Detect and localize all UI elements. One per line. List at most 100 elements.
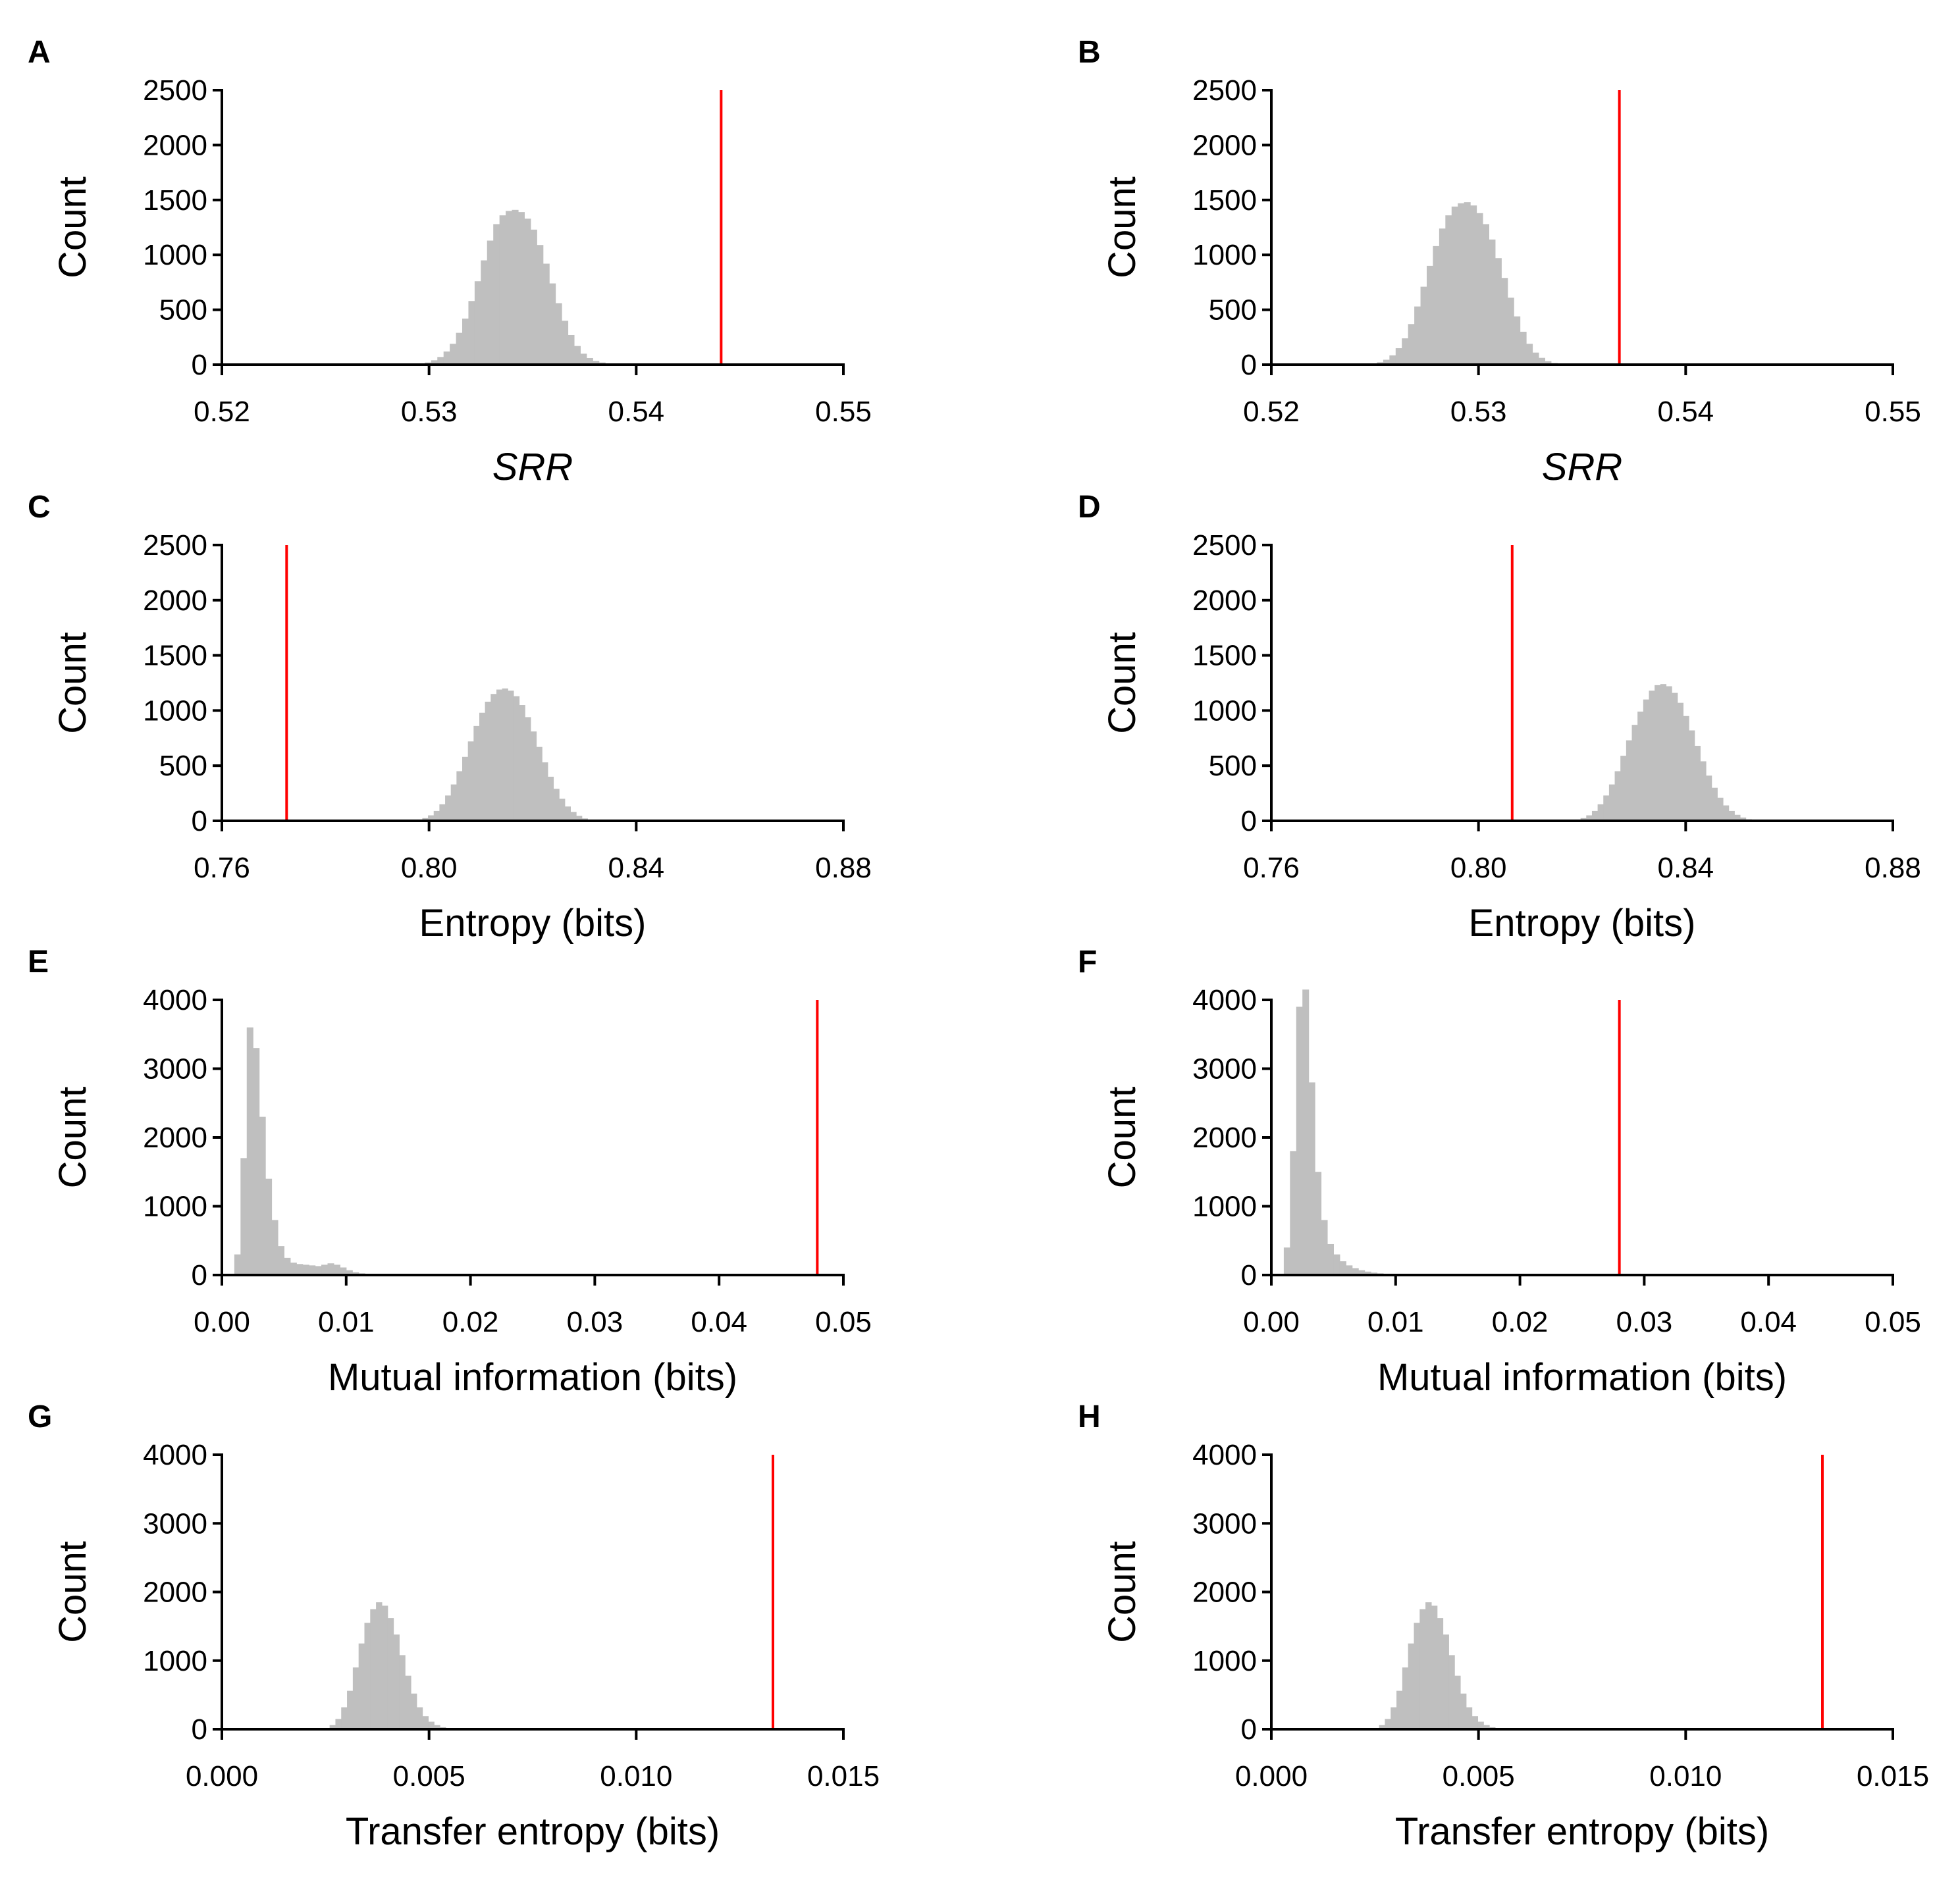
panel-d-bar [1620,756,1627,821]
panel-c-bar [456,771,463,821]
panel-h-bar [1443,1634,1449,1729]
panel-b-bar [1489,239,1496,365]
panel-d-bar [1597,804,1604,821]
panel-g-bar [422,1716,429,1729]
panel-h-bar [1471,1716,1479,1729]
panel-g-bar [399,1655,406,1729]
panel-f-bar [1296,1006,1303,1275]
panel-h-xtick-label: 0.005 [1443,1760,1515,1792]
panel-g-bar [410,1693,417,1729]
panel-d-histogram [1569,684,1752,821]
panel-e-bar [259,1116,266,1275]
panel-e: E 0 1000 2000 3000 4000 0.00 0.01 0.02 0.03 0.04 0.… [28,945,872,1399]
panel-b-ytick-label: 2000 [1192,129,1257,161]
panel-f: F 0 1000 2000 3000 4000 0.00 0.01 0.02 0.03 0.04 0.… [1078,945,1921,1399]
panel-g-x-title: Transfer entropy (bits) [346,1810,720,1853]
panel-f-histogram [1283,989,1402,1275]
panel-d-x-title: Entropy (bits) [1469,902,1696,945]
panel-e-bar [352,1272,359,1275]
panel-b-bar [1495,258,1502,365]
panel-g-ytick-label: 1000 [143,1645,207,1677]
panel-h-x-title: Transfer entropy (bits) [1395,1810,1769,1853]
panel-b-bar [1458,203,1465,365]
panel-f-bar [1308,1082,1315,1275]
panel-c-bar [479,712,486,821]
panel-f-y-title: Count [1101,1087,1144,1189]
panel-g-bar [329,1725,336,1729]
panel-h-bar [1483,1725,1490,1729]
panel-f-ytick-label: 0 [1241,1259,1257,1291]
panel-c-bar [450,784,457,821]
panel-e-ytick-label: 0 [192,1259,207,1291]
panel-f-bar [1352,1268,1359,1275]
panel-g-xtick-label: 0.000 [186,1760,258,1792]
panel-c-bar [473,725,480,821]
panel-b-bar [1433,246,1440,365]
panel-c-bar [547,776,554,821]
panel-c-xtick-label: 0.84 [608,852,665,884]
panel-c-ytick-label: 1000 [143,694,207,727]
panel-b-bar [1439,228,1446,365]
panel-e-letter: E [28,945,49,979]
panel-d-bar [1660,684,1667,821]
panel-c-bar [467,741,474,821]
panel-e-ytick-label: 1000 [143,1191,207,1223]
panel-c-y-title: Count [51,632,94,734]
panel-b-bar [1408,324,1415,365]
panel-b-bar [1476,213,1483,365]
panel-h-bar [1460,1693,1467,1729]
panel-g-bar [358,1643,365,1729]
panel-h-ytick-label: 2000 [1192,1577,1257,1609]
panel-e-xtick-label: 0.00 [194,1306,250,1338]
panel-f-bar [1358,1270,1365,1275]
panel-b-xtick-label: 0.52 [1243,396,1300,428]
panel-g-bar [393,1634,400,1729]
panel-c-bar [428,815,435,821]
panel-h-ytick-label: 4000 [1192,1439,1257,1471]
panel-b-bar [1427,265,1434,365]
panel-b-bar [1532,352,1539,365]
panel-c-bar [508,691,514,821]
panel-c-bar [559,798,566,821]
panel-d-ytick-label: 1500 [1192,640,1257,672]
panel-f-xtick-label: 0.01 [1367,1306,1424,1338]
panel-b-ytick-label: 1500 [1192,184,1257,217]
panel-a-bar [543,263,550,365]
panel-d-xtick-label: 0.84 [1658,852,1714,884]
panel-e-xtick-label: 0.02 [442,1306,499,1338]
panel-h-bar [1414,1623,1420,1729]
panel-d-bar [1591,810,1599,821]
panel-b-bar [1445,215,1452,365]
panel-e-xtick-label: 0.03 [567,1306,623,1338]
panel-a-y-title: Count [51,176,94,278]
panel-g-ytick-label: 3000 [143,1507,207,1540]
panel-d-bar [1683,716,1689,821]
panel-c-bar [536,746,543,821]
panel-c-bar [422,818,429,821]
panel-h-ytick-label: 3000 [1192,1507,1257,1540]
panel-e-histogram [234,1027,384,1275]
panel-e-bar [234,1254,241,1275]
panel-b-bar [1501,278,1508,365]
panel-g-bar [416,1707,423,1729]
panel-b-bar [1389,355,1396,365]
panel-e-x-title: Mutual information (bits) [328,1356,737,1399]
panel-a-bar [562,321,569,365]
panel-f-xtick-label: 0.05 [1865,1306,1921,1338]
panel-b-bar [1507,298,1514,365]
panel-d-bar [1666,686,1672,821]
panel-g-xtick-label: 0.010 [600,1760,672,1792]
panel-b-xtick-label: 0.55 [1865,396,1921,428]
panel-b-y-title: Count [1101,176,1144,278]
panel-h-bar [1379,1725,1386,1729]
panel-f-xtick-label: 0.04 [1740,1306,1797,1338]
panel-b-bar [1420,286,1427,365]
panel-e-bar [327,1263,334,1275]
panel-a: A 0 500 1000 1500 2000 2500 0.52 0.53 0.54 0.55 Cou… [28,35,872,488]
panel-c-bar [576,816,583,821]
panel-g-bar [387,1618,394,1729]
panel-f-bar [1302,989,1310,1275]
panel-b-bar [1514,316,1521,365]
panel-a-bar [443,351,450,365]
panel-g-bar [335,1719,342,1729]
